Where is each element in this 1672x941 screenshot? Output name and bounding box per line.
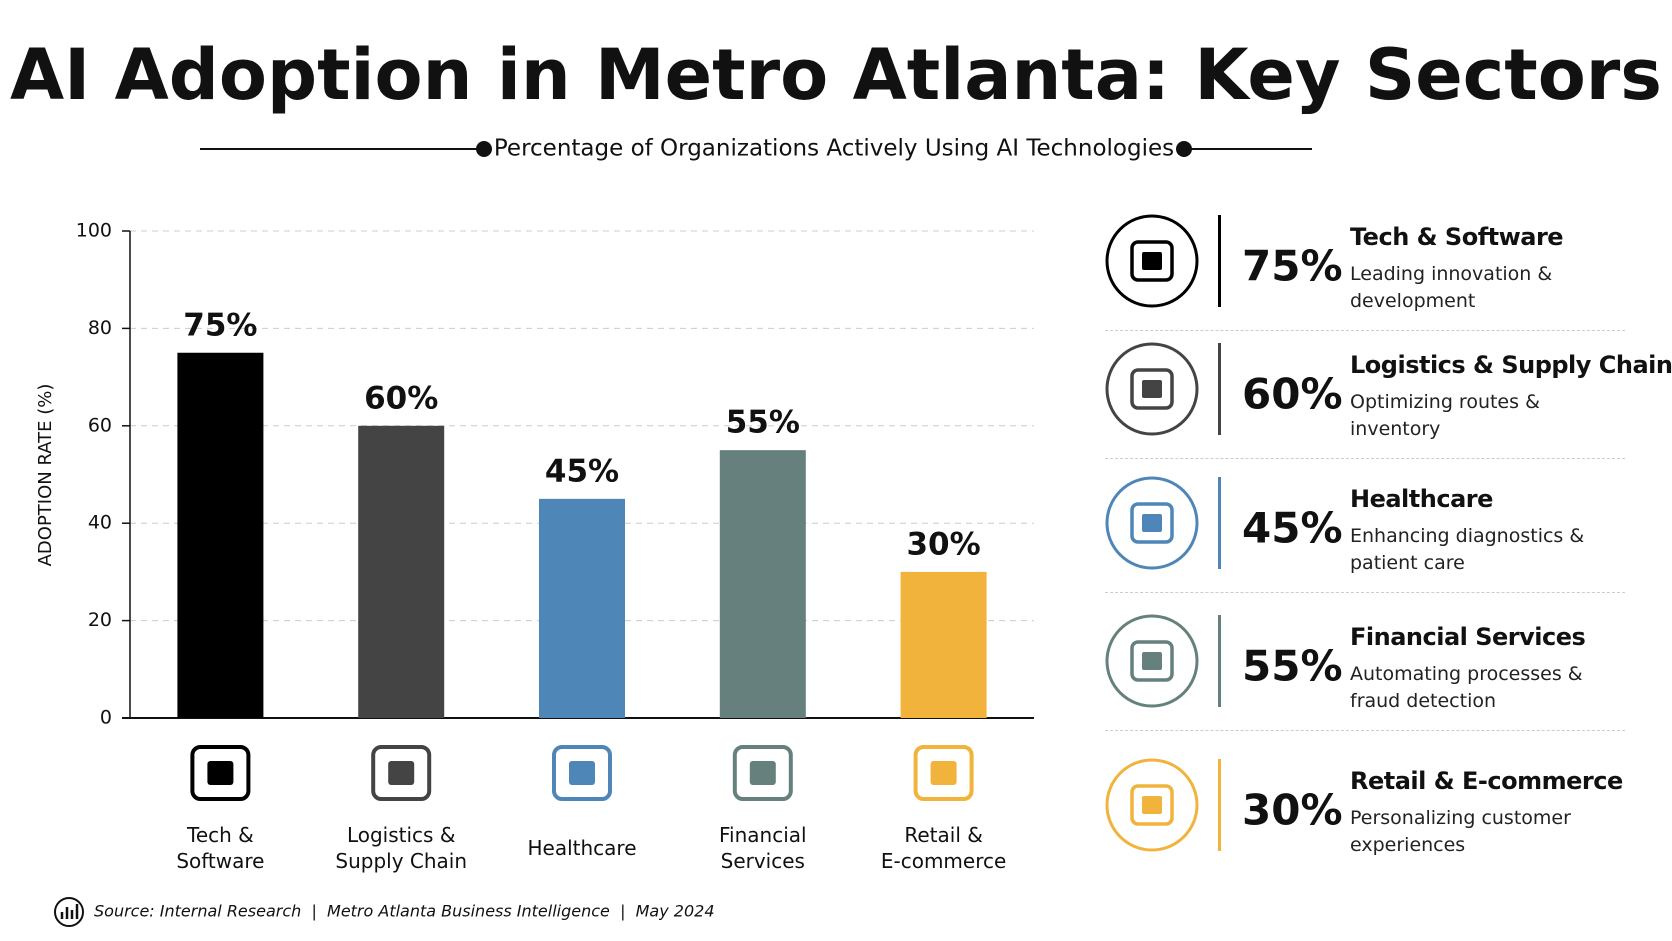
sector-row: 55% Financial Services Automating processe…: [1100, 611, 1660, 721]
chart-subtitle: Percentage of Organizations Actively Usi…: [494, 136, 1174, 162]
value-label: 60%: [364, 380, 438, 416]
bar: [719, 450, 806, 718]
x-tick-label: Logistics & Supply Chain: [335, 823, 467, 873]
y-tick-label: 0: [100, 707, 112, 729]
bar: [900, 571, 987, 718]
sector-description: Automating processes & fraud detection: [1350, 663, 1583, 712]
y-tick-label: 20: [88, 609, 112, 631]
sector-description: Optimizing routes & inventory: [1350, 391, 1540, 440]
y-tick-label: 80: [88, 317, 112, 339]
value-label: 75%: [183, 307, 257, 343]
bar: [177, 352, 264, 718]
sector-value: 55%: [1242, 641, 1343, 691]
sector-row: 45% Healthcare Enhancing diagnostics & pat…: [1100, 473, 1660, 583]
sector-row: 30% Retail & E-commerce Personalizing cust…: [1100, 755, 1660, 865]
sector-row: 60% Logistics & Supply Chain Optimizing ro…: [1100, 339, 1672, 449]
sector-description: Leading innovation & development: [1350, 263, 1553, 312]
category-icon-inner: [569, 761, 595, 785]
x-tick-label: Tech & Software: [176, 823, 264, 873]
category-icon: [371, 745, 432, 801]
category-icon: [913, 745, 974, 801]
category-icon: [190, 745, 251, 801]
sector-value: 30%: [1242, 785, 1343, 835]
value-label: 30%: [906, 526, 980, 562]
sector-name: Logistics & Supply Chain: [1350, 351, 1672, 379]
divider: [1218, 215, 1221, 307]
x-tick-label: Retail & E-commerce: [881, 823, 1006, 873]
separator: [1105, 330, 1625, 331]
sector-value: 75%: [1242, 241, 1343, 291]
sector-name: Healthcare: [1350, 485, 1493, 513]
y-axis-label: ADOPTION RATE (%): [35, 384, 56, 567]
category-icon-inner: [749, 761, 776, 785]
separator: [1105, 730, 1625, 731]
sector-icon: [1105, 758, 1199, 852]
sector-icon: [1105, 342, 1199, 436]
sector-description: Enhancing diagnostics & patient care: [1350, 525, 1585, 574]
sector-name: Retail & E-commerce: [1350, 767, 1623, 795]
divider: [1218, 343, 1221, 435]
subtitle-dot: [1176, 141, 1192, 157]
sector-icon: [1105, 214, 1199, 308]
sector-name: Tech & Software: [1350, 223, 1564, 251]
sector-value: 45%: [1242, 503, 1343, 553]
category-icon-inner: [207, 761, 234, 785]
separator: [1105, 592, 1625, 593]
value-label: 45%: [545, 453, 619, 489]
sector-name: Financial Services: [1350, 623, 1586, 651]
sector-icon: [1105, 614, 1199, 708]
source: Source: Internal Research | Metro Atlant…: [94, 902, 715, 921]
sector-row: 75% Tech & Software Leading innovation & d…: [1100, 211, 1660, 321]
category-icon-inner: [930, 761, 957, 785]
sector-icon: [1105, 476, 1199, 570]
chart-title: AI Adoption in Metro Atlanta: Key Sector…: [10, 34, 1662, 116]
y-tick-label: 100: [76, 220, 112, 242]
category-icon: [552, 745, 612, 801]
x-tick-label: Financial Services: [719, 823, 807, 873]
source-icon: [54, 897, 84, 927]
sector-value: 60%: [1242, 369, 1343, 419]
source-icon-bars: [60, 904, 79, 919]
bar: [358, 425, 445, 718]
divider: [1218, 477, 1221, 569]
value-label: 55%: [726, 405, 800, 441]
sector-description: Personalizing customer experiences: [1350, 807, 1571, 856]
y-tick-label: 40: [88, 512, 112, 534]
separator: [1105, 458, 1625, 459]
y-tick-label: 60: [88, 414, 112, 436]
subtitle-dot: [476, 141, 492, 157]
category-icon: [732, 745, 793, 801]
x-tick-label: Healthcare: [527, 836, 636, 860]
bar: [539, 498, 625, 718]
divider: [1218, 615, 1221, 707]
divider: [1218, 759, 1221, 851]
category-icon-inner: [388, 761, 415, 785]
